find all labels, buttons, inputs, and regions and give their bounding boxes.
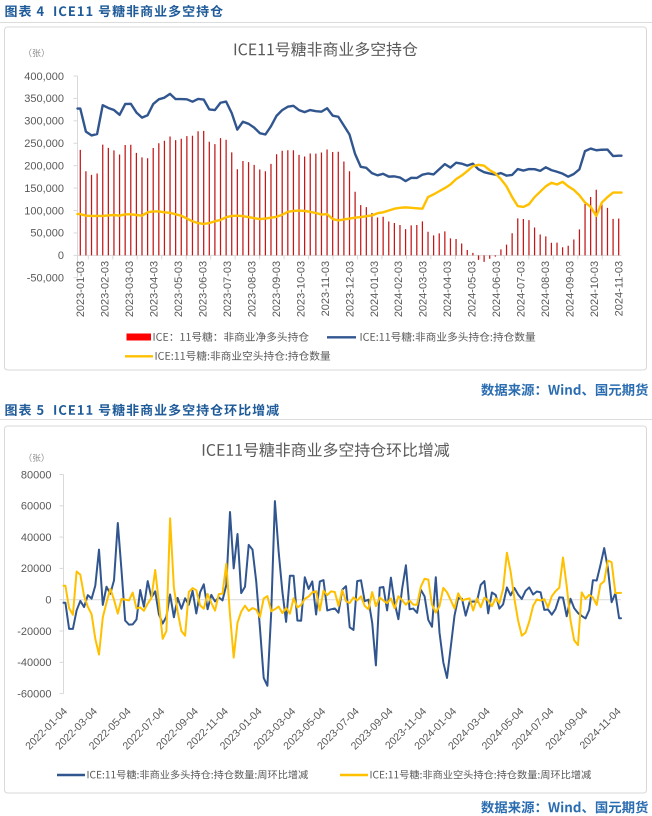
svg-text:100,000: 100,000 — [24, 205, 64, 217]
svg-text:0: 0 — [58, 250, 64, 262]
svg-text:2023-02-03: 2023-02-03 — [100, 261, 112, 317]
svg-text:2023-09-03: 2023-09-03 — [271, 261, 283, 317]
svg-text:20000: 20000 — [21, 563, 52, 575]
svg-text:80000: 80000 — [21, 469, 52, 481]
svg-text:2023-11-03: 2023-11-03 — [320, 261, 332, 316]
svg-text:-40000: -40000 — [17, 657, 51, 669]
svg-text:-20000: -20000 — [17, 626, 51, 638]
svg-text:60000: 60000 — [21, 501, 52, 513]
svg-text:2024-11-03: 2024-11-03 — [614, 261, 626, 316]
svg-text:2024-10-03: 2024-10-03 — [589, 261, 601, 317]
svg-text:-60000: -60000 — [17, 688, 51, 700]
svg-text:2024-01-03: 2024-01-03 — [369, 261, 381, 317]
svg-text:2023-12-03: 2023-12-03 — [344, 261, 356, 317]
svg-text:2023-08-03: 2023-08-03 — [246, 261, 258, 317]
svg-text:2023-03-03: 2023-03-03 — [124, 261, 136, 317]
svg-text:2024-05-03: 2024-05-03 — [467, 261, 479, 317]
svg-text:2024-03-03: 2024-03-03 — [418, 261, 430, 317]
svg-text:2023-10-03: 2023-10-03 — [295, 261, 307, 317]
svg-text:2023-04-03: 2023-04-03 — [149, 261, 161, 317]
svg-text:150,000: 150,000 — [24, 183, 64, 195]
svg-text:2024-02-03: 2024-02-03 — [393, 261, 405, 317]
svg-text:50,000: 50,000 — [30, 228, 64, 240]
svg-text:2023-01-03: 2023-01-03 — [75, 261, 87, 317]
svg-text:2023-07-03: 2023-07-03 — [222, 261, 234, 317]
svg-text:2023-05-03: 2023-05-03 — [173, 261, 185, 317]
svg-text:250,000: 250,000 — [24, 138, 64, 150]
svg-text:350,000: 350,000 — [24, 93, 64, 105]
svg-text:2023-06-03: 2023-06-03 — [198, 261, 210, 317]
svg-text:2024-04-03: 2024-04-03 — [442, 261, 454, 317]
svg-text:300,000: 300,000 — [24, 116, 64, 128]
svg-text:0: 0 — [45, 595, 51, 607]
svg-text:200,000: 200,000 — [24, 160, 64, 172]
svg-text:400,000: 400,000 — [24, 71, 64, 83]
svg-text:-50,000: -50,000 — [27, 273, 64, 285]
svg-text:2024-06-03: 2024-06-03 — [491, 261, 503, 317]
svg-text:2024-07-03: 2024-07-03 — [516, 261, 528, 317]
svg-text:2024-08-03: 2024-08-03 — [540, 261, 552, 317]
svg-text:40000: 40000 — [21, 532, 52, 544]
svg-text:2024-09-03: 2024-09-03 — [565, 261, 577, 317]
